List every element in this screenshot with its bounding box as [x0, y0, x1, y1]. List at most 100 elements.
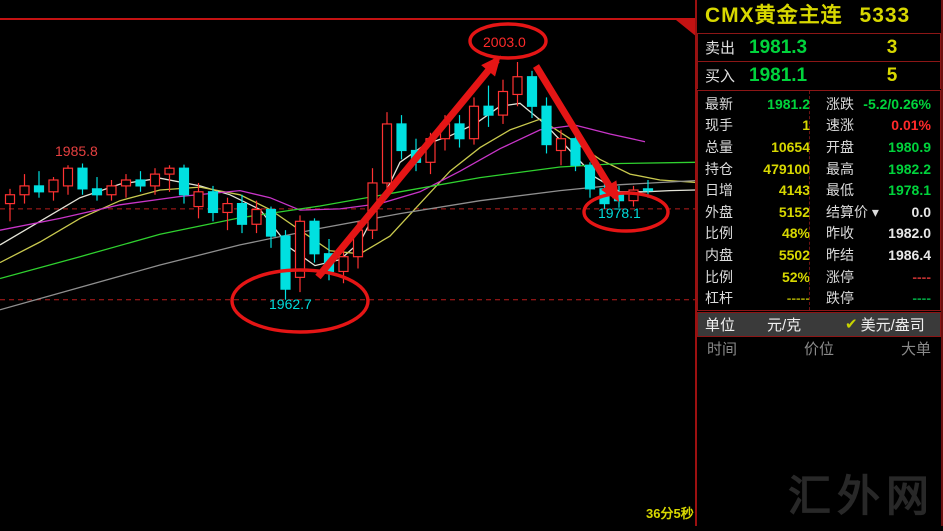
instrument-title: CMX黄金主连 5333 — [697, 0, 941, 33]
stat-label: 比例 — [705, 225, 733, 242]
history-col-time: 时间 — [707, 341, 738, 359]
unit-option-usd-ounce[interactable]: 美元/盎司 — [860, 316, 925, 334]
stat-label: 涨停 — [826, 268, 854, 285]
buy-quote-row: 买入 1981.1 5 — [697, 61, 941, 89]
stat-label: 日增 — [705, 182, 733, 199]
quote-stat-row: 持仓 479100 最高 1982.2 — [698, 158, 940, 180]
candle-body — [584, 164, 596, 190]
instrument-name: CMX黄金主连 — [705, 4, 843, 27]
stat-value: 5152 — [778, 203, 810, 220]
price-annotation-local-high: 1985.8 — [55, 143, 98, 159]
quote-stat-cell: 跌停 ---- — [819, 287, 940, 309]
quote-stat-row: 日增 4143 最低 1978.1 — [698, 179, 940, 201]
candle-body — [62, 167, 74, 187]
stat-label: 内盘 — [705, 246, 733, 263]
stat-label: 速涨 — [826, 117, 854, 134]
stat-value: ---- — [912, 268, 931, 285]
quote-stat-cell: 外盘 5152 — [698, 201, 819, 223]
candle-body — [497, 90, 509, 116]
highlight-ellipse — [582, 191, 670, 233]
quote-stat-cell: 涨停 ---- — [819, 266, 940, 288]
quote-stat-cell: 持仓 479100 — [698, 158, 819, 180]
highlight-ellipse — [230, 268, 370, 334]
quote-stat-cell: 昨收 1982.0 — [819, 223, 940, 245]
quote-stat-row: 现手 1 速涨 0.01% — [698, 115, 940, 137]
corner-flag-icon — [676, 20, 697, 37]
quote-stat-cell: 开盘 1980.9 — [819, 136, 940, 158]
quote-stat-cell: 最高 1982.2 — [819, 158, 940, 180]
quote-stat-row: 杠杆 ----- 跌停 ---- — [698, 287, 940, 309]
stat-value: 0.0 — [911, 203, 931, 220]
quote-stat-row: 总量 10654 开盘 1980.9 — [698, 136, 940, 158]
sell-price: 1981.3 — [749, 36, 808, 58]
quote-stat-row: 比例 52% 涨停 ---- — [698, 266, 940, 288]
quote-statistics-table: 最新 1981.2 涨跌 -5.2/0.26% 现手 1 速涨 0.01% 总量 10654 开盘 1… — [697, 90, 941, 311]
candle-body — [4, 194, 16, 205]
stat-value: 5502 — [778, 246, 810, 263]
stat-value: 1982.0 — [888, 225, 931, 242]
quote-stat-cell: 结算价 ▾ 0.0 — [819, 201, 940, 223]
stat-value: 4143 — [778, 182, 810, 199]
candle-body — [77, 167, 88, 190]
quote-stat-row: 外盘 5152 结算价 ▾ 0.0 — [698, 201, 940, 223]
stat-value: 52% — [781, 268, 810, 285]
stat-label: 跌停 — [826, 290, 854, 307]
sell-label: 卖出 — [705, 40, 736, 57]
stat-label: 最新 — [705, 95, 733, 112]
quote-stat-cell: 内盘 5502 — [698, 244, 819, 266]
candle-body — [236, 203, 248, 225]
quote-stat-row: 内盘 5502 昨结 1986.4 — [698, 244, 940, 266]
stat-label: 涨跌 — [826, 95, 854, 112]
stat-value: 1980.9 — [888, 138, 931, 155]
price-annotation-pullback-low: 1978.1 — [598, 205, 641, 221]
candle-body — [48, 179, 59, 193]
candle-body — [512, 76, 523, 96]
sell-quantity: 3 — [886, 36, 898, 58]
candle-body — [164, 167, 175, 175]
stat-label: 昨结 — [826, 246, 854, 263]
quote-stat-cell: 比例 52% — [698, 266, 819, 288]
quote-stat-cell: 杠杆 ----- — [698, 287, 819, 309]
stat-value: 0.01% — [891, 117, 931, 134]
candle-body — [396, 123, 407, 152]
stat-label: 外盘 — [705, 203, 733, 220]
candle-body — [454, 123, 465, 140]
candle-body — [381, 123, 393, 184]
trend-arrow-head — [601, 180, 620, 203]
buy-quantity: 5 — [886, 64, 898, 86]
candle-body — [120, 179, 132, 187]
buy-label: 买入 — [705, 68, 736, 85]
candle-body — [468, 105, 480, 140]
history-col-price: 价位 — [803, 341, 834, 359]
stat-label: 最高 — [826, 160, 854, 177]
stat-label: 昨收 — [826, 225, 854, 242]
unit-label: 单位 — [705, 316, 736, 334]
stat-value: ----- — [786, 290, 810, 307]
chart-area[interactable]: 1985.8 2003.0 1962.7 1978.1 36分5秒 — [0, 0, 697, 526]
stat-label: 杠杆 — [705, 290, 733, 307]
stat-label: 持仓 — [705, 160, 733, 177]
price-annotation-peak: 2003.0 — [483, 34, 526, 50]
candle-body — [642, 188, 654, 192]
stat-value: -5.2/0.26% — [863, 95, 931, 112]
candle-body — [541, 105, 552, 146]
check-icon: ✔ — [845, 316, 858, 334]
quote-stat-cell: 总量 10654 — [698, 136, 819, 158]
unit-option-yuan-gram[interactable]: 元/克 — [767, 316, 802, 334]
stat-label: 开盘 — [826, 138, 854, 155]
candlestick-chart[interactable]: 1985.8 2003.0 1962.7 1978.1 — [0, 0, 697, 526]
ma-slow-magenta — [0, 124, 646, 231]
candle-body — [178, 167, 190, 196]
quote-stat-cell: 最低 1978.1 — [819, 179, 940, 201]
stat-value: ---- — [912, 290, 931, 307]
candle-body — [526, 76, 538, 107]
stat-value: 1986.4 — [888, 246, 931, 263]
quote-stat-cell: 日增 4143 — [698, 179, 819, 201]
candle-body — [309, 220, 320, 255]
quote-stat-row: 最新 1981.2 涨跌 -5.2/0.26% — [698, 93, 940, 115]
candle-body — [19, 185, 30, 196]
instrument-code: 5333 — [859, 4, 911, 27]
stat-value: 10654 — [771, 138, 810, 155]
trade-history-header: 时间 价位 大单 — [697, 337, 941, 361]
